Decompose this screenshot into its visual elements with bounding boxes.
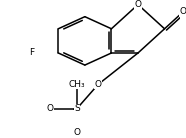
Text: O: O: [73, 128, 80, 137]
Text: CH₃: CH₃: [69, 80, 85, 89]
Text: O: O: [95, 80, 102, 89]
Text: O: O: [134, 0, 142, 9]
Text: F: F: [29, 48, 34, 57]
Text: O: O: [47, 104, 54, 113]
Text: S: S: [74, 104, 80, 113]
Text: O: O: [180, 7, 186, 16]
